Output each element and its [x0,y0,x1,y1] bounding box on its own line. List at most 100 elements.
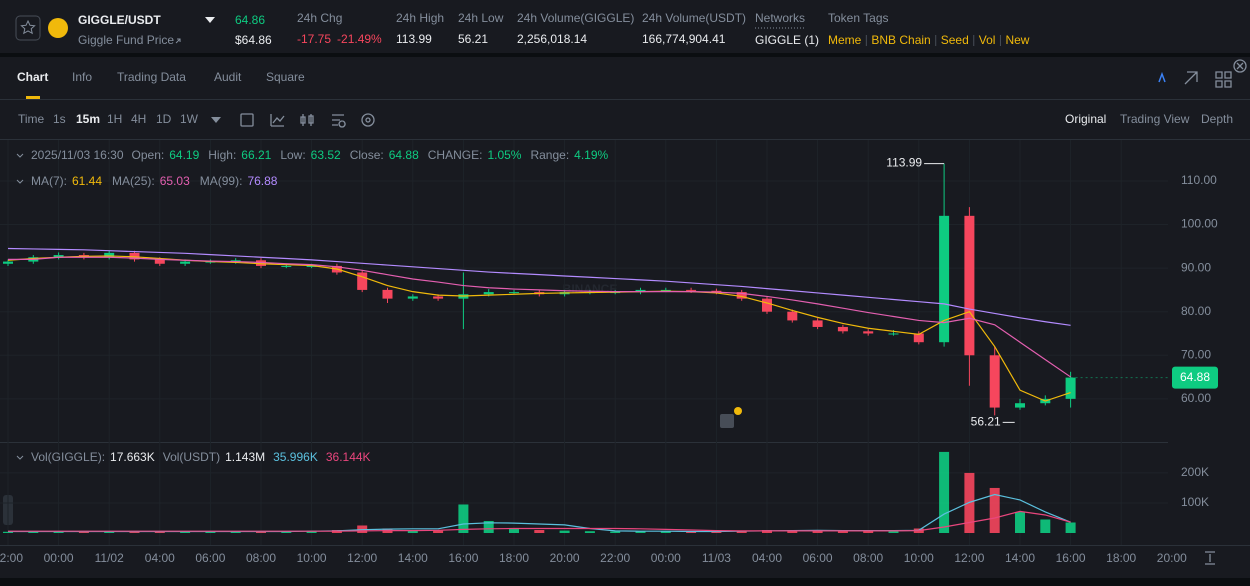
info-label: Low: [280,148,305,162]
ai-icon[interactable] [1158,71,1166,83]
volume-bar [559,530,570,533]
volume-bar [736,530,747,533]
stat-label: 24h Volume(USDT) [642,11,746,25]
y-tick-label: 80.00 [1181,304,1211,318]
tags-label: Token Tags [828,11,889,25]
price-tag-text: 64.88 [1180,370,1210,384]
token-tag[interactable]: Vol [979,33,996,47]
pair-dropdown[interactable] [205,17,215,23]
ma-line [7,247,1071,326]
settings-list-icon[interactable] [332,114,346,128]
volume-bar [407,529,418,533]
token-tag[interactable]: Seed [941,33,969,47]
volume-bar [154,531,165,533]
candle-body [129,252,140,260]
x-tick-label: 00:00 [651,551,681,565]
volume-bar [610,531,621,533]
candle-body [104,252,115,258]
candle-icon[interactable] [300,114,314,126]
volume-bar [483,520,494,533]
interval-dropdown[interactable] [211,117,221,123]
y-tick-label: 90.00 [1181,260,1211,274]
view-option[interactable]: Trading View [1120,112,1190,126]
ma-toggle[interactable] [16,179,24,184]
volume-bar [888,530,899,533]
candle-body [812,320,823,327]
volume-tick-label: 200K [1181,465,1209,479]
indicator-icon[interactable] [270,114,285,127]
view-option[interactable]: Original [1065,112,1106,126]
axis-reset[interactable] [1205,551,1215,565]
volume-bar [1040,519,1051,533]
volume-bar [433,530,444,533]
token-tag[interactable]: New [1005,33,1029,47]
volume-bar [686,531,697,533]
candle-body [230,260,241,262]
star-icon [20,19,36,35]
view-option[interactable]: Depth [1201,112,1233,126]
stat-value: 56.21 [458,32,488,46]
volume-bar [3,531,13,533]
candle-body [1065,377,1076,399]
tab[interactable]: Square [266,70,305,84]
volume-label: Vol(GIGGLE): [31,450,105,464]
volume-bar [306,530,317,533]
tab[interactable]: Trading Data [117,70,186,84]
candle-body [357,272,368,290]
candle-body [433,296,444,299]
volume-bar [180,531,191,533]
target-icon[interactable] [361,113,375,127]
x-tick-label: 20:00 [1157,551,1187,565]
tab[interactable]: Chart [17,70,48,84]
event-marker[interactable] [720,414,734,428]
interval[interactable]: 1s [53,112,66,126]
interval[interactable]: 15m [76,112,100,126]
candle-body [180,261,191,264]
calendar-icon[interactable] [240,113,254,127]
candle-body [281,265,292,267]
candle-body [863,331,874,334]
volume-bar [863,530,874,533]
tab[interactable]: Audit [214,70,242,84]
stat-label: 24h High [396,11,444,25]
volume-ma-line [8,510,1071,532]
info-label: Open: [132,148,165,162]
candle-body [509,292,519,294]
volume-bar [837,531,848,533]
volume-bar [256,531,266,533]
layout-icons[interactable] [1184,71,1232,88]
x-tick-label: 08:00 [246,551,276,565]
header-bar [0,0,1250,53]
interval[interactable]: 4H [131,112,146,126]
candle-body [407,296,418,299]
price-usd: $64.86 [235,33,272,47]
volume-bar [281,531,292,533]
candle-body [964,215,975,356]
network-value: GIGGLE (1) [755,33,819,47]
candle-body [939,215,950,343]
info-label: Range: [530,148,569,162]
fund-link[interactable]: Giggle Fund Price [78,33,174,47]
toolbar-icons [240,59,1247,565]
interval[interactable]: 1D [156,112,172,126]
tab[interactable]: Info [72,70,92,84]
volume-toggle[interactable] [16,455,24,460]
token-tag[interactable]: BNB Chain [871,33,930,47]
close-button[interactable] [1233,59,1247,73]
token-tag[interactable]: Meme [828,33,862,47]
candle-body [635,289,646,293]
stat-label: 24h Chg [297,11,342,25]
interval[interactable]: 1H [107,112,122,126]
info-toggle[interactable] [16,153,24,158]
volume-bar [1015,511,1025,533]
interval[interactable]: 1W [180,112,199,126]
volume-bar [53,531,64,533]
candle-body [53,255,64,258]
favorite-button[interactable] [15,15,41,41]
candle-body [1015,403,1025,408]
x-tick-label: 10:00 [904,551,934,565]
coin-icon [48,18,68,38]
x-tick-label: 18:00 [1106,551,1136,565]
volume-bar [812,530,823,533]
